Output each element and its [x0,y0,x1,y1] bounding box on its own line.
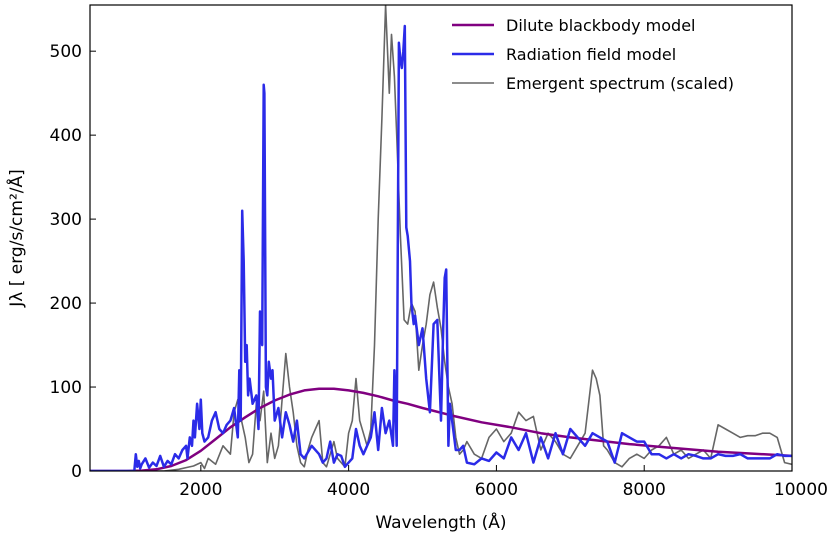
y-tick-label: 0 [71,462,82,482]
series-line-1 [90,24,792,471]
y-axis-label: Jλ [ erg/s/cm²/Å] [5,169,27,307]
x-axis-label: Wavelength (Å) [375,511,506,533]
x-tick-label: 2000 [179,480,222,500]
plot-frame [89,4,793,472]
y-tick-label: 300 [50,210,82,230]
legend-label-radiation-field: Radiation field model [506,45,676,64]
legend-label-emergent-spectrum: Emergent spectrum (scaled) [506,74,734,93]
legend-label-dilute-blackbody: Dilute blackbody model [506,16,696,35]
ticks-layer: 2000 4000 6000 8000 10000 0 100 200 300 400 500 [50,42,828,500]
y-tick-label: 400 [50,126,82,146]
series-layer [90,5,792,471]
y-tick-label: 500 [50,42,82,62]
x-tick-label: 6000 [475,480,518,500]
y-tick-label: 100 [50,378,82,398]
series-line-0 [90,387,792,471]
x-tick-label: 4000 [327,480,370,500]
legend: Dilute blackbody model Radiation field m… [452,16,734,93]
y-tick-label: 200 [50,294,82,314]
x-tick-label: 8000 [623,480,666,500]
x-tick-label: 10000 [774,480,828,500]
